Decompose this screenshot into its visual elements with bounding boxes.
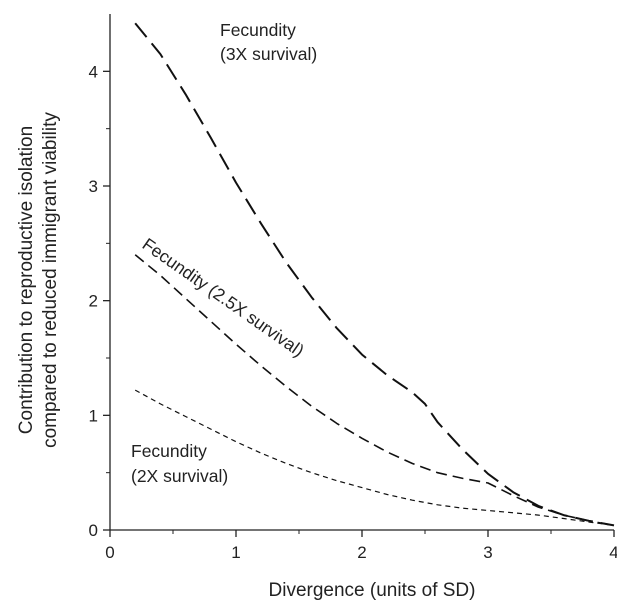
x-ticks: 0 1 2 3 4	[105, 530, 617, 562]
y-ticks: 0 1 2 3 4	[89, 62, 110, 540]
y-tick-label: 1	[89, 406, 98, 425]
series-label-2x-line-2: (2X survival)	[131, 466, 228, 486]
x-tick-label: 2	[357, 543, 366, 562]
series-label-3x-line-2: (3X survival)	[220, 44, 317, 64]
y-tick-label: 0	[89, 521, 98, 540]
series-label-3x-line-1: Fecundity	[220, 20, 296, 40]
x-tick-label: 1	[231, 543, 240, 562]
series-label-2x-line-1: Fecundity	[131, 441, 207, 461]
x-tick-label: 0	[105, 543, 114, 562]
x-axis-title: Divergence (units of SD)	[269, 580, 476, 601]
y-tick-label: 3	[89, 177, 98, 196]
y-axis-title-line-2: compared to reduced immigrant viability	[40, 112, 61, 448]
y-axis-title-line-1: Contribution to reproductive isolation	[16, 126, 37, 434]
y-tick-label: 4	[89, 62, 98, 81]
y-tick-label: 2	[89, 292, 98, 311]
series-line-2	[134, 254, 615, 527]
series-layer	[134, 22, 615, 527]
series-label-2-5x: Fecundity (2.5X survival)	[139, 234, 308, 361]
x-tick-label: 3	[483, 543, 492, 562]
series-line-3	[134, 389, 615, 526]
x-tick-label: 4	[609, 543, 617, 562]
series-line-1	[134, 22, 615, 527]
